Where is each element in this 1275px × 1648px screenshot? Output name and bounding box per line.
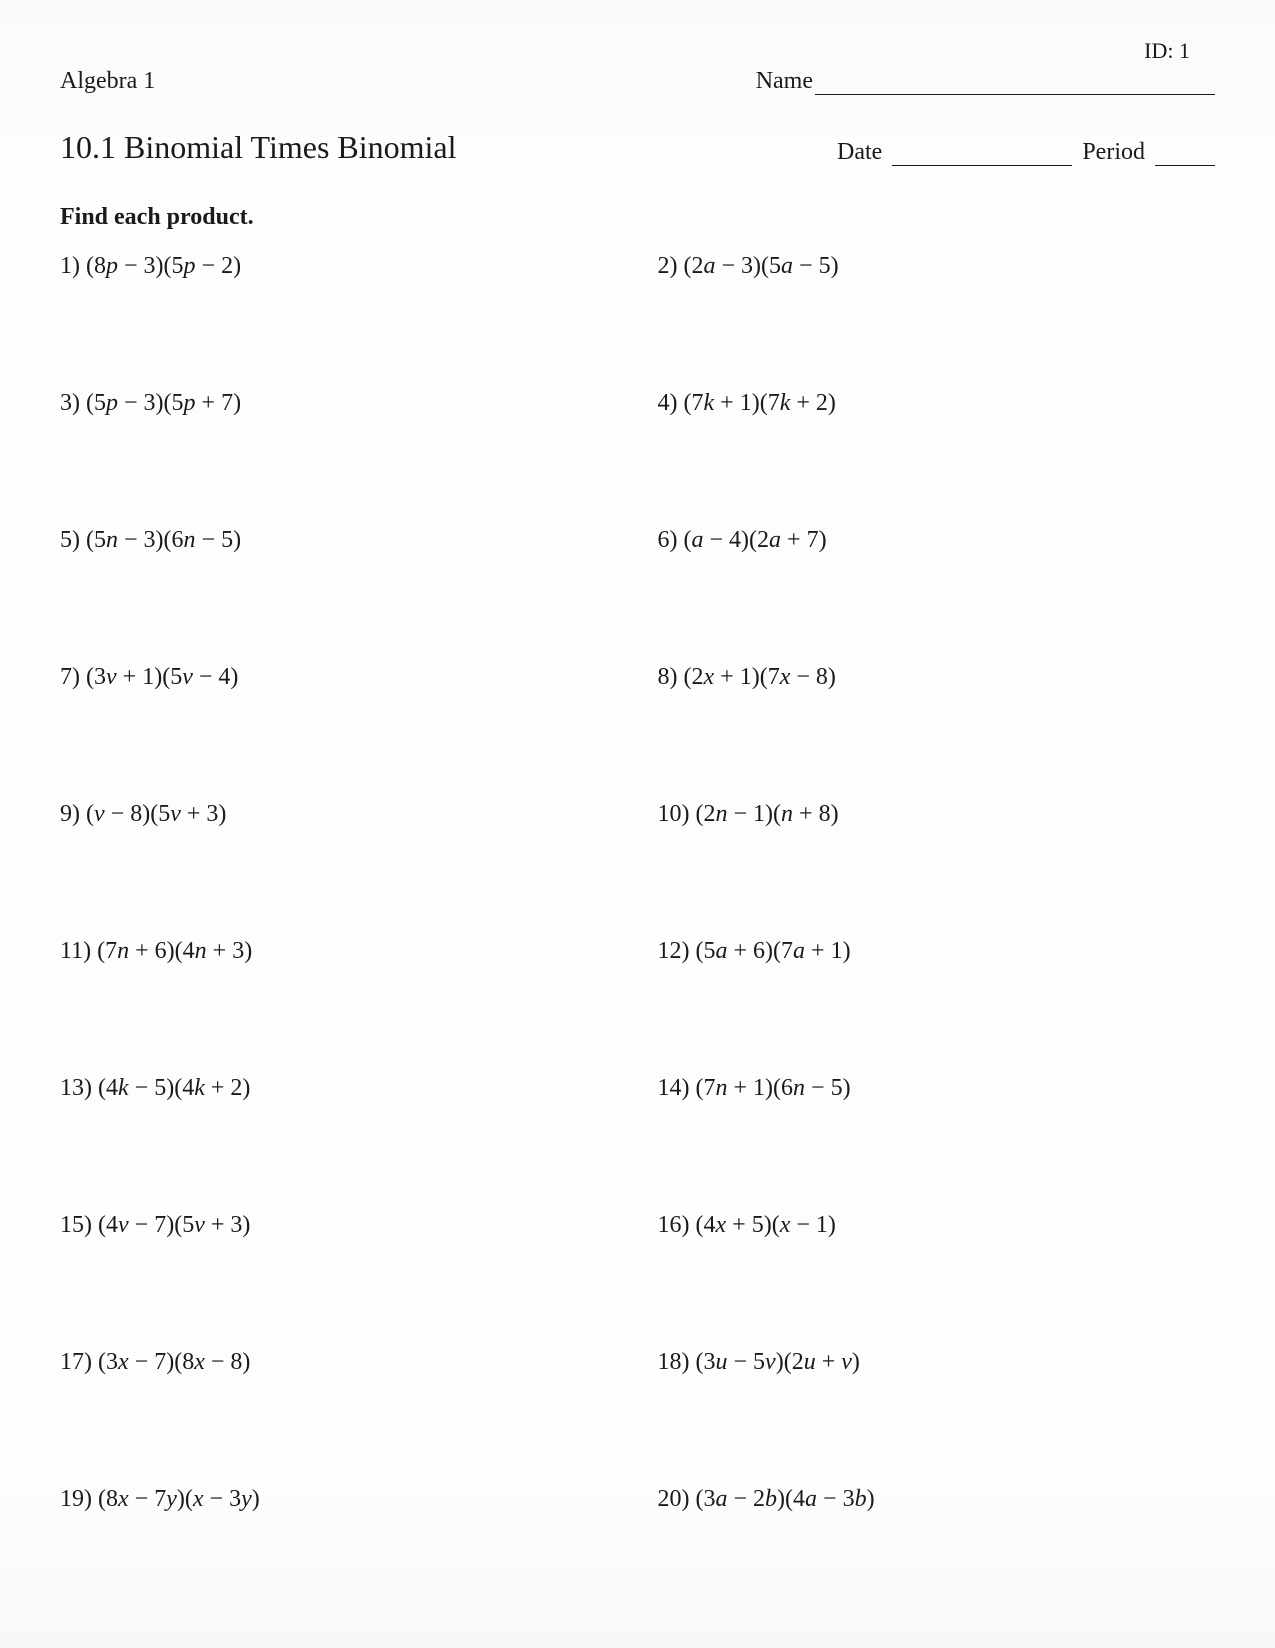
- problem-expression: (2n − 1)(n + 8): [696, 801, 839, 828]
- problem-expression: (8x − 7y)(x − 3y): [98, 1486, 260, 1513]
- problem: 13)(4k − 5)(4k + 2): [60, 1075, 618, 1102]
- problem-number: 20): [658, 1486, 690, 1513]
- problem-expression: (8p − 3)(5p − 2): [86, 253, 241, 280]
- problem-expression: (3u − 5v)(2u + v): [696, 1349, 860, 1376]
- problem-number: 6): [658, 527, 678, 554]
- title-row: 10.1 Binomial Times Binomial Date Period: [60, 129, 1215, 166]
- problem-expression: (3x − 7)(8x − 8): [98, 1349, 250, 1376]
- problem-number: 19): [60, 1486, 92, 1513]
- problem-number: 8): [658, 664, 678, 691]
- problem: 8)(2x + 1)(7x − 8): [658, 664, 1216, 691]
- problem-expression: (7n + 6)(4n + 3): [97, 938, 252, 965]
- problem: 7)(3v + 1)(5v − 4): [60, 664, 618, 691]
- problem: 20)(3a − 2b)(4a − 3b): [658, 1486, 1216, 1513]
- id-label: ID: 1: [1144, 38, 1190, 64]
- problem: 17)(3x − 7)(8x − 8): [60, 1349, 618, 1376]
- problem-number: 11): [60, 938, 91, 965]
- name-label: Name: [756, 68, 813, 95]
- problem-number: 17): [60, 1349, 92, 1376]
- problem-expression: (4v − 7)(5v + 3): [98, 1212, 250, 1239]
- problem-expression: (4x + 5)(x − 1): [696, 1212, 836, 1239]
- period-label: Period: [1082, 139, 1145, 166]
- problem-expression: (2x + 1)(7x − 8): [684, 664, 836, 691]
- problem-number: 1): [60, 253, 80, 280]
- period-blank: [1155, 140, 1215, 166]
- name-blank: [815, 69, 1215, 95]
- problem-number: 16): [658, 1212, 690, 1239]
- problem-number: 4): [658, 390, 678, 417]
- problem: 10)(2n − 1)(n + 8): [658, 801, 1216, 828]
- worksheet-page: ID: 1 Algebra 1 Name 10.1 Binomial Times…: [0, 0, 1275, 1648]
- problem-expression: (3a − 2b)(4a − 3b): [696, 1486, 875, 1513]
- problem: 1)(8p − 3)(5p − 2): [60, 253, 618, 280]
- problem-number: 14): [658, 1075, 690, 1102]
- problem: 6)(a − 4)(2a + 7): [658, 527, 1216, 554]
- problem-number: 5): [60, 527, 80, 554]
- problem-number: 10): [658, 801, 690, 828]
- problem: 4)(7k + 1)(7k + 2): [658, 390, 1216, 417]
- problem: 12)(5a + 6)(7a + 1): [658, 938, 1216, 965]
- problem-expression: (3v + 1)(5v − 4): [86, 664, 238, 691]
- problem: 16)(4x + 5)(x − 1): [658, 1212, 1216, 1239]
- date-blank: [892, 140, 1072, 166]
- problem-number: 9): [60, 801, 80, 828]
- problems-grid: 1)(8p − 3)(5p − 2) 2)(2a − 3)(5a − 5) 3)…: [60, 253, 1215, 1513]
- problem-number: 12): [658, 938, 690, 965]
- problem-number: 3): [60, 390, 80, 417]
- problem-expression: (5a + 6)(7a + 1): [696, 938, 851, 965]
- problem-expression: (a − 4)(2a + 7): [684, 527, 827, 554]
- name-field: Name: [756, 68, 1215, 95]
- problem-number: 13): [60, 1075, 92, 1102]
- problem-expression: (2a − 3)(5a − 5): [684, 253, 839, 280]
- problem-number: 2): [658, 253, 678, 280]
- problem: 3)(5p − 3)(5p + 7): [60, 390, 618, 417]
- problem-number: 7): [60, 664, 80, 691]
- date-period: Date Period: [837, 139, 1215, 166]
- problem-number: 18): [658, 1349, 690, 1376]
- header-row: Algebra 1 Name: [60, 68, 1215, 95]
- problem: 14)(7n + 1)(6n − 5): [658, 1075, 1216, 1102]
- problem-expression: (4k − 5)(4k + 2): [98, 1075, 250, 1102]
- problem: 2)(2a − 3)(5a − 5): [658, 253, 1216, 280]
- instructions: Find each product.: [60, 204, 1215, 231]
- date-label: Date: [837, 139, 882, 166]
- problem: 19)(8x − 7y)(x − 3y): [60, 1486, 618, 1513]
- problem: 11)(7n + 6)(4n + 3): [60, 938, 618, 965]
- problem-expression: (5p − 3)(5p + 7): [86, 390, 241, 417]
- section-title: 10.1 Binomial Times Binomial: [60, 129, 457, 166]
- problem-number: 15): [60, 1212, 92, 1239]
- problem: 5)(5n − 3)(6n − 5): [60, 527, 618, 554]
- problem: 15)(4v − 7)(5v + 3): [60, 1212, 618, 1239]
- problem-expression: (7n + 1)(6n − 5): [696, 1075, 851, 1102]
- problem: 9)(v − 8)(5v + 3): [60, 801, 618, 828]
- problem-expression: (v − 8)(5v + 3): [86, 801, 226, 828]
- problem: 18)(3u − 5v)(2u + v): [658, 1349, 1216, 1376]
- problem-expression: (7k + 1)(7k + 2): [684, 390, 836, 417]
- course-name: Algebra 1: [60, 68, 155, 95]
- problem-expression: (5n − 3)(6n − 5): [86, 527, 241, 554]
